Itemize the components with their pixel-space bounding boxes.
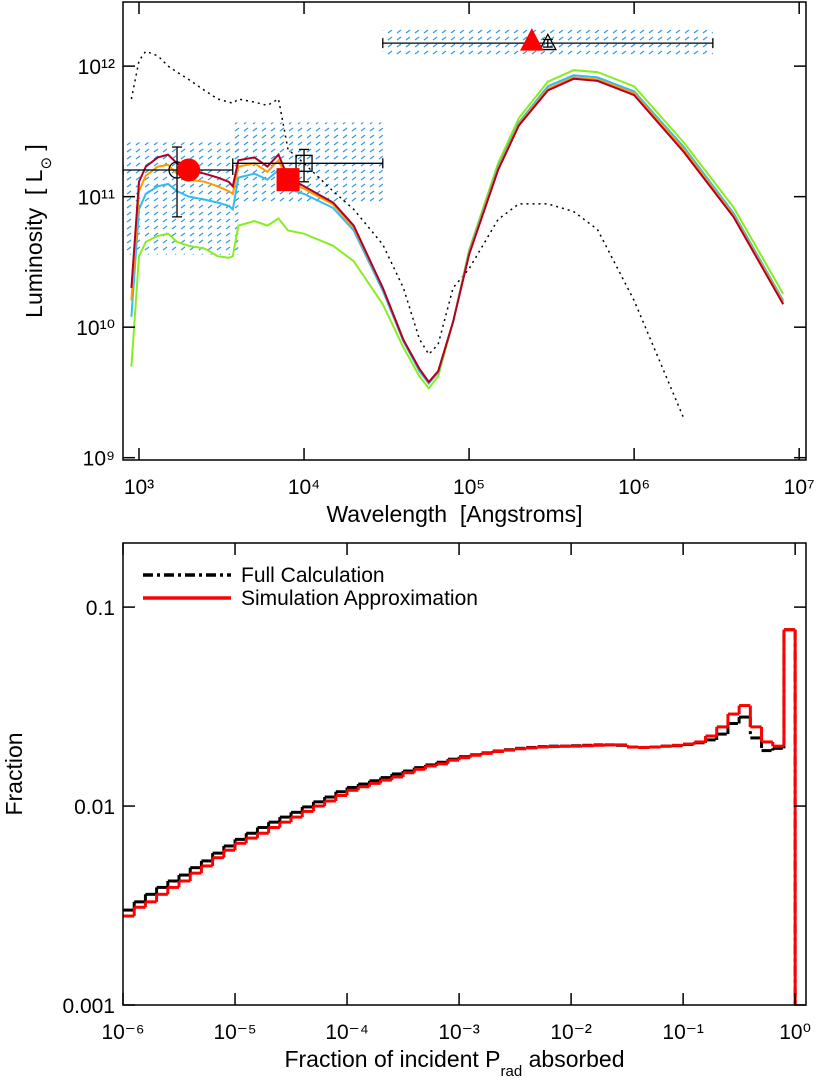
axes-frame [122, 1, 807, 461]
y-tick-label: 0.1 [86, 597, 115, 620]
x-tick-label: 10⁻¹ [662, 1021, 703, 1044]
x-axis-label: Fraction of incident Prad absorbed [284, 1046, 624, 1080]
legend-label: Simulation Approximation [241, 587, 478, 610]
y-axis-label: Fraction [1, 732, 27, 815]
y-tick-label: 10¹⁰ [76, 317, 115, 340]
legend-label: Full Calculation [241, 564, 385, 587]
y-tick-label: 0.01 [74, 796, 115, 819]
x-tick-label: 10⁻³ [438, 1021, 479, 1044]
marker [276, 168, 300, 192]
x-tick-label: 10⁻⁵ [213, 1021, 256, 1044]
marker [295, 154, 313, 172]
marker [538, 32, 557, 51]
x-tick-label: 10⁴ [288, 476, 320, 499]
x-tick-label: 10⁵ [453, 476, 485, 499]
subscript: rad [501, 1063, 523, 1080]
axes-frame [122, 542, 807, 1006]
x-tick-label: 10⁻⁴ [325, 1021, 368, 1044]
x-tick-label: 10³ [124, 476, 154, 499]
y-axis-label: Luminosity [ L⊙ ] [21, 144, 55, 318]
label-part: ] [21, 144, 47, 157]
label-part: Luminosity [ L [21, 169, 47, 317]
y-tick-label: 0.001 [62, 995, 115, 1018]
y-tick-label: 10¹¹ [78, 187, 115, 210]
x-tick-label: 10⁰ [779, 1021, 811, 1044]
x-tick-label: 10⁷ [784, 476, 815, 499]
x-axis-label: Wavelength [Angstroms] [326, 501, 582, 527]
y-tick-label: 10⁹ [83, 448, 115, 471]
x-tick-label: 10⁻² [550, 1021, 591, 1044]
marker [520, 28, 544, 51]
sed-line [130, 74, 785, 386]
range-band [123, 142, 239, 255]
marker [177, 158, 201, 182]
sed-line [130, 50, 685, 419]
y-tick-label: 10¹² [78, 56, 115, 79]
x-tick-label: 10⁻⁶ [101, 1021, 144, 1044]
subscript: ⊙ [38, 157, 55, 170]
label-part: absorbed [522, 1046, 624, 1072]
label-part: Fraction of incident P [284, 1046, 500, 1072]
plot-area [123, 28, 785, 419]
x-tick-label: 10⁶ [618, 476, 650, 499]
plot-area [123, 628, 797, 1005]
sed-line [130, 69, 785, 390]
